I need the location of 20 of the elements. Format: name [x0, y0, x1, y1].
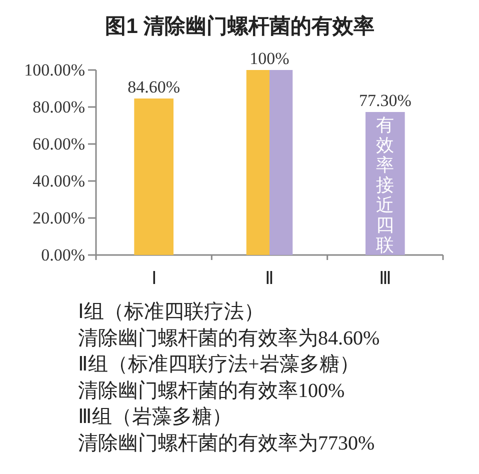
- value-label: 100%: [250, 49, 290, 68]
- xtick-label: Ⅱ: [265, 268, 274, 288]
- ytick-label: 0.00%: [41, 246, 85, 264]
- value-label: 84.60%: [128, 78, 180, 96]
- note: Ⅲ组（岩藻多糖）: [78, 406, 232, 428]
- ytick-label: 20.00%: [32, 208, 85, 228]
- title: 图1 清除幽门螺杆菌的有效率: [105, 15, 375, 38]
- annotation: 有效率接近四联: [376, 115, 394, 256]
- note: 清除幽门螺杆菌的有效率100%: [78, 380, 345, 402]
- ytick-label: 60.00%: [32, 134, 85, 154]
- note: 清除幽门螺杆菌的有效率为84.60%: [78, 327, 380, 350]
- note: 清除幽门螺杆菌的有效率为7730%: [78, 432, 375, 454]
- note: Ⅱ组（标准四联疗法+岩藻多糖）: [78, 354, 360, 376]
- ytick-label: 40.00%: [32, 172, 85, 190]
- note: Ⅰ组（标准四联疗法）: [78, 301, 264, 323]
- xtick-label: Ⅲ: [379, 268, 392, 288]
- ytick-label: 100.00%: [24, 60, 85, 80]
- ytick-label: 80.00%: [32, 98, 85, 116]
- value-label: 77.30%: [358, 91, 412, 110]
- xtick-label: Ⅰ: [151, 268, 156, 288]
